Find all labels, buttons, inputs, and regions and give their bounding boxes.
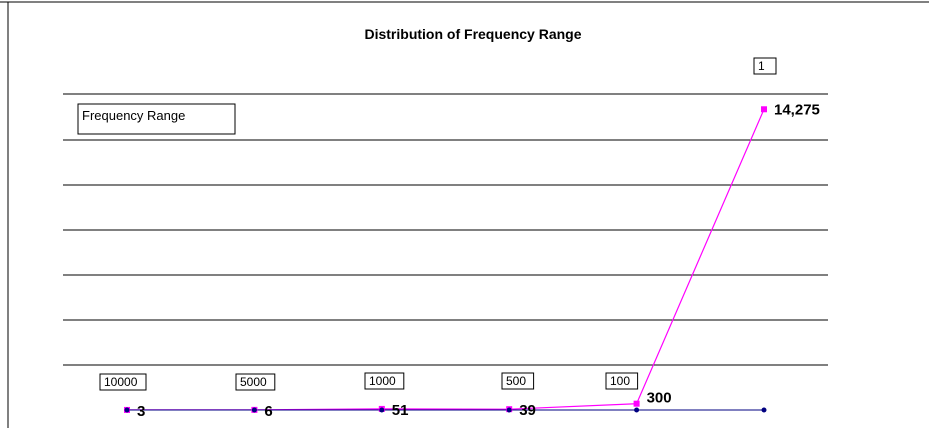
category-label: 5000 <box>240 375 267 389</box>
category-label-box <box>753 57 777 75</box>
category-labels: 10000 5000 1000 500 100 1 <box>99 57 777 391</box>
series-2-marker <box>761 407 767 413</box>
legend-entry: Frequency Range <box>82 108 185 123</box>
category-label: 10000 <box>104 375 138 389</box>
data-label: 6 <box>264 403 272 420</box>
legend-box <box>77 103 236 135</box>
category-label: 1000 <box>369 374 396 388</box>
series-2-marker <box>124 407 130 413</box>
data-labels: 3 6 51 39 300 14,275 <box>137 101 820 420</box>
data-label: 14,275 <box>774 101 820 118</box>
category-label: 1 <box>758 59 765 73</box>
series-2-marker <box>251 407 257 413</box>
series-2-marker <box>506 407 512 413</box>
markers <box>124 106 767 413</box>
series-1-marker <box>761 106 767 113</box>
data-label: 51 <box>392 402 409 419</box>
category-label-box <box>364 372 405 390</box>
legend: Frequency Range <box>77 103 236 135</box>
chart-title: Distribution of Frequency Range <box>364 26 581 42</box>
category-label-box <box>235 373 276 391</box>
category-label: 100 <box>610 374 630 388</box>
category-label: 500 <box>506 374 526 388</box>
series-lines <box>127 109 765 411</box>
category-label-box <box>501 372 535 390</box>
series-2-marker <box>634 407 640 413</box>
data-label: 300 <box>647 390 672 407</box>
data-label: 3 <box>137 403 145 420</box>
gridlines <box>63 93 828 366</box>
series-2-marker <box>379 407 385 413</box>
data-label: 39 <box>519 402 536 419</box>
series-1-marker <box>633 400 640 407</box>
category-label-box <box>605 372 639 390</box>
category-label-box <box>99 373 147 391</box>
